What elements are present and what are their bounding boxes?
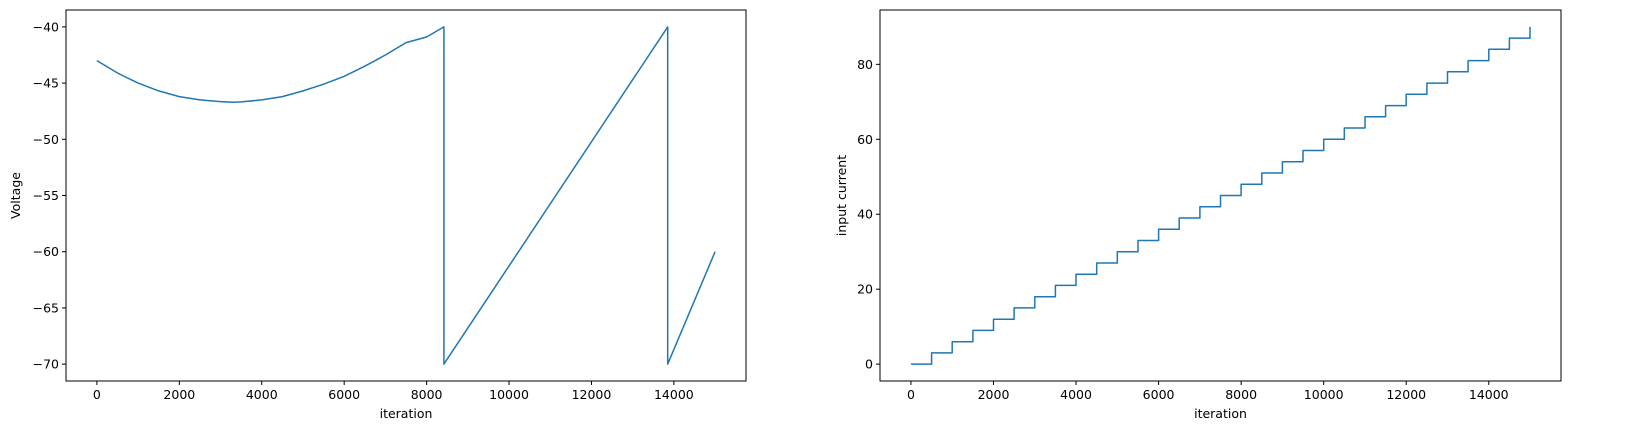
voltage-x-axis-label: iteration xyxy=(380,406,433,421)
x-tick-label: 12000 xyxy=(1386,387,1426,402)
x-tick-label: 2000 xyxy=(978,387,1010,402)
y-tick-label: 80 xyxy=(857,57,873,72)
x-tick-label: 14000 xyxy=(1469,387,1509,402)
y-tick-label: −50 xyxy=(33,132,59,147)
y-tick-label: 60 xyxy=(857,132,873,147)
input-current-x-axis-label: iteration xyxy=(1194,406,1247,421)
input-current-series-group xyxy=(911,26,1531,365)
x-tick-label: 12000 xyxy=(572,387,612,402)
input-current-y-ticks: 0 20 40 60 80 xyxy=(857,57,880,372)
voltage-y-ticks: −40 −45 −50 −55 −60 −65 −70 xyxy=(33,19,66,372)
y-tick-label: 40 xyxy=(857,207,873,222)
series-line xyxy=(96,26,716,365)
x-tick-label: 6000 xyxy=(1143,387,1175,402)
input-current-y-axis-label: input current xyxy=(834,155,849,236)
y-tick-label: −40 xyxy=(33,19,59,34)
x-tick-label: 0 xyxy=(93,387,101,402)
input-current-x-ticks: 0 2000 4000 6000 8000 10000 12000 14000 xyxy=(907,381,1509,402)
y-tick-label: −45 xyxy=(33,76,59,91)
x-tick-label: 8000 xyxy=(1225,387,1257,402)
x-tick-label: 10000 xyxy=(489,387,529,402)
input-current-plot-area xyxy=(879,9,1562,382)
y-tick-label: −70 xyxy=(33,357,59,372)
voltage-x-ticks: 0 2000 4000 6000 8000 10000 12000 14000 xyxy=(93,381,694,402)
voltage-chart: 0 2000 4000 6000 8000 10000 12000 14000 −40−45−… xyxy=(8,9,747,421)
y-tick-label: 20 xyxy=(857,282,873,297)
y-tick-label: −65 xyxy=(33,300,59,315)
x-tick-label: 8000 xyxy=(411,387,443,402)
voltage-y-axis-label: Voltage xyxy=(8,172,23,219)
x-tick-label: 10000 xyxy=(1304,387,1344,402)
input-current-chart: 0 2000 4000 6000 8000 10000 12000 14000 0 20 40 60… xyxy=(834,9,1562,421)
series-line xyxy=(911,26,1531,365)
x-tick-label: 14000 xyxy=(654,387,694,402)
x-tick-label: 2000 xyxy=(163,387,195,402)
x-tick-label: 6000 xyxy=(328,387,360,402)
voltage-series-group xyxy=(96,26,716,365)
x-tick-label: 0 xyxy=(907,387,915,402)
y-tick-label: −55 xyxy=(33,188,59,203)
x-tick-label: 4000 xyxy=(246,387,278,402)
y-tick-label: 0 xyxy=(865,357,873,372)
x-tick-label: 4000 xyxy=(1060,387,1092,402)
y-tick-label: −60 xyxy=(33,244,59,259)
